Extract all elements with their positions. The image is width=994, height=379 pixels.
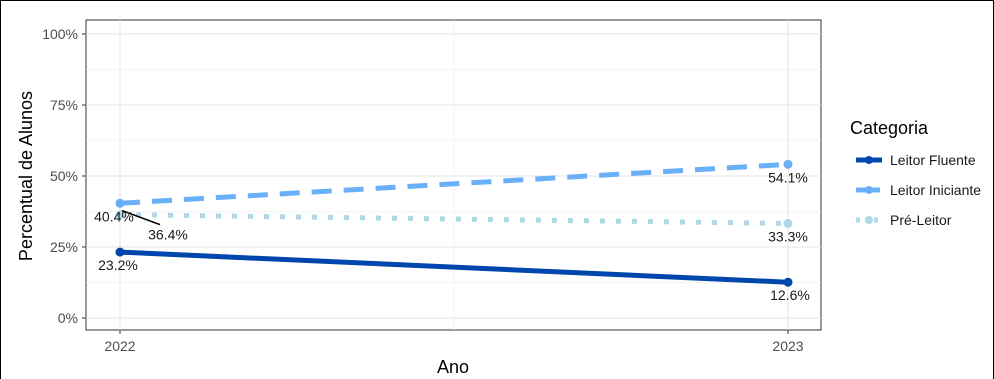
- data-label: 36.4%: [148, 227, 188, 243]
- data-label: 23.2%: [98, 257, 138, 273]
- x-tick-label: 2023: [772, 338, 803, 354]
- legend-key-point: [865, 156, 873, 164]
- x-axis-ticks: 2022 2023: [104, 330, 804, 354]
- series-line-leitor-fluente: [119, 249, 789, 285]
- y-tick-label: 25%: [50, 239, 78, 255]
- legend-label: Leitor Fluente: [890, 152, 976, 168]
- x-tick-label: 2022: [104, 338, 135, 354]
- data-label: 33.3%: [768, 228, 808, 244]
- series-layer: [115, 159, 793, 287]
- legend-title: Categoria: [850, 118, 929, 138]
- data-point: [115, 210, 125, 220]
- legend-label: Pré-Leitor: [890, 212, 952, 228]
- y-axis-label: Percentual de Alunos: [16, 91, 36, 261]
- label-leader-line: [121, 209, 161, 226]
- data-point: [115, 198, 125, 208]
- legend-label: Leitor Iniciante: [890, 182, 981, 198]
- y-axis-ticks: 0% 25% 50% 75% 100%: [42, 26, 86, 326]
- series-line-leitor-iniciante: [119, 161, 789, 206]
- data-label: 40.4%: [94, 208, 134, 224]
- legend: Categoria Leitor Fluente Leitor Iniciante…: [850, 118, 981, 228]
- y-tick-label: 50%: [50, 168, 78, 184]
- data-label: 12.6%: [770, 287, 810, 303]
- y-tick-label: 75%: [50, 97, 78, 113]
- legend-key-point: [865, 216, 873, 224]
- legend-key-point: [865, 186, 873, 194]
- data-point: [783, 159, 793, 169]
- data-point: [115, 247, 125, 257]
- data-point: [783, 218, 793, 228]
- data-label: 54.1%: [768, 169, 808, 185]
- y-tick-label: 0%: [58, 310, 78, 326]
- x-axis-label: Ano: [437, 357, 469, 377]
- data-point: [783, 277, 793, 287]
- plot-panel: [85, 19, 822, 331]
- data-labels-layer: 23.2% 12.6% 40.4% 54.1% 36.4% 33.3%: [94, 169, 810, 303]
- y-tick-label: 100%: [42, 26, 78, 42]
